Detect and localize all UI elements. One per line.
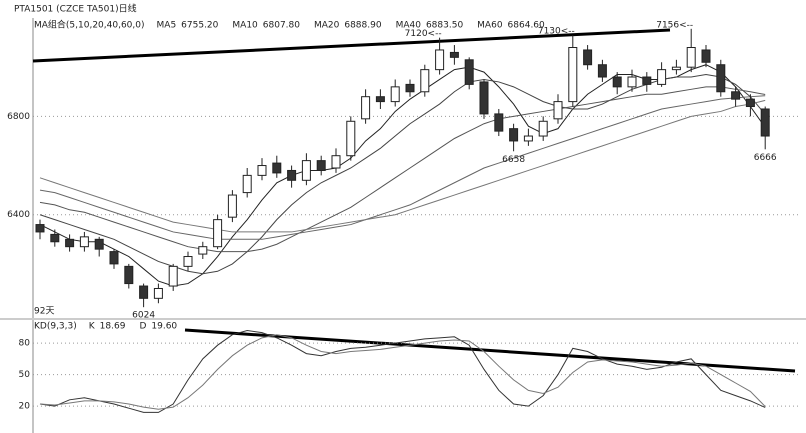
period-label: 92天 (34, 307, 54, 317)
legend-name: MA20 (314, 21, 340, 31)
candle-body (375, 96, 385, 103)
annotation: 7130<-- (538, 27, 575, 37)
candle-body (701, 49, 711, 63)
candle-body (361, 96, 371, 120)
candle-body (760, 108, 770, 137)
candle-body (523, 135, 533, 142)
candle-body (227, 194, 237, 218)
candle-body (346, 120, 356, 157)
candle-body (183, 256, 193, 267)
candle-body (612, 76, 622, 88)
series-line (39, 86, 766, 253)
legend-name: MA10 (232, 21, 258, 31)
legend-value: 6888.90 (344, 21, 381, 31)
candle-body (627, 76, 637, 88)
series-line (39, 95, 766, 240)
candle-body (597, 64, 607, 78)
candle-body (272, 162, 282, 174)
candle-body (94, 238, 104, 250)
legend-value: 18.69 (100, 322, 126, 332)
candle-body (168, 265, 178, 287)
candle-body (538, 120, 548, 137)
legend-name: D (139, 322, 146, 332)
legend-name: MA60 (477, 21, 503, 31)
candle-body (79, 236, 89, 248)
candle-body (301, 160, 311, 181)
candle-body (671, 66, 681, 71)
trend-line (32, 28, 671, 63)
legend-value: 6807.80 (263, 21, 300, 31)
candle-body (642, 76, 652, 85)
candle-body (449, 51, 459, 58)
legend-value: 6755.20 (181, 21, 218, 31)
candle-body (716, 64, 726, 93)
candle-body (390, 86, 400, 103)
annotation: 6658 (502, 155, 525, 165)
candle-body (109, 251, 119, 265)
candle-body (657, 69, 667, 85)
candle-body (50, 233, 60, 243)
annotation: 6666 (754, 153, 777, 163)
y-tick-label: 50 (19, 370, 31, 380)
chart-title: PTA1501 (CZCE TA501)日线 (14, 3, 137, 15)
candle-body (316, 160, 326, 171)
annotation: 7156<-- (656, 20, 693, 30)
legend-title: MA组合(5,10,20,40,60,0) (34, 19, 145, 31)
legend-name: MA40 (396, 21, 422, 31)
legend-name: K (89, 322, 96, 332)
series-line (39, 329, 766, 413)
candle-body (257, 165, 267, 176)
legend-title: KD(9,3,3) (34, 322, 77, 332)
candle-body (553, 101, 563, 120)
candle-body (65, 238, 75, 248)
legend-value: 6883.50 (426, 21, 463, 31)
legend-name: MA5 (157, 21, 177, 31)
y-tick-label: 6400 (7, 210, 30, 220)
annotation: 7120<-- (405, 29, 442, 39)
candle-body (509, 128, 519, 142)
candle-body (464, 59, 474, 85)
candle-body (479, 81, 489, 115)
candle-body (198, 246, 208, 255)
y-tick-label: 20 (19, 402, 31, 412)
legend-value: 6864.60 (508, 21, 545, 31)
candle-body (420, 69, 430, 93)
candle-body (568, 47, 578, 103)
candle-body (583, 49, 593, 66)
annotation: 6024 (132, 311, 155, 321)
candle-body (124, 265, 134, 285)
candle-body (731, 91, 741, 100)
candle-body (287, 169, 297, 181)
candle-body (745, 98, 755, 108)
candle-body (435, 49, 445, 71)
candle-body (405, 83, 415, 93)
series-line (39, 334, 766, 410)
candle-body (139, 285, 149, 299)
legend-value: 19.60 (151, 322, 177, 332)
candle-body (331, 155, 341, 169)
y-tick-label: 80 (19, 339, 31, 349)
series-line (39, 99, 766, 233)
candle-body (153, 287, 163, 299)
candle-body (213, 219, 223, 248)
candle-body (35, 224, 45, 233)
candle-body (686, 47, 696, 68)
candle-body (242, 174, 252, 194)
candle-body (494, 113, 504, 132)
y-tick-label: 6800 (7, 112, 30, 122)
series-line (39, 74, 766, 275)
